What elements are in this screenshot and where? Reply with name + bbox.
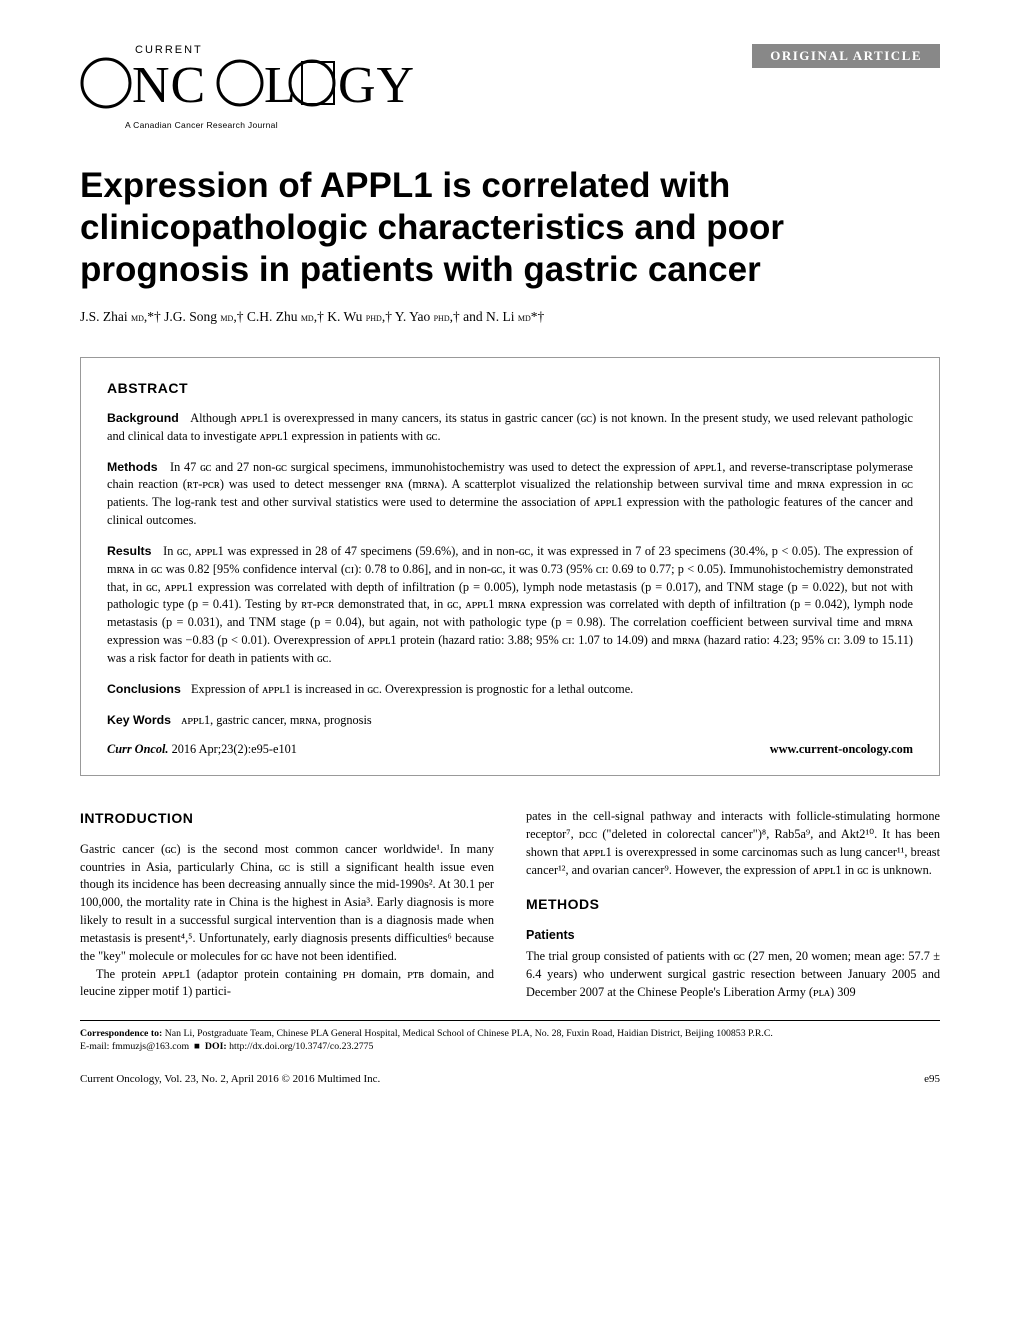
abstract-conclusions: Conclusions Expression of ᴀᴘᴘʟ1 is incre… bbox=[107, 681, 913, 699]
citation-row: Curr Oncol. 2016 Apr;23(2):e95-e101 www.… bbox=[107, 742, 913, 757]
methods-para-1: The trial group consisted of patients wi… bbox=[526, 948, 940, 1001]
methods-heading: METHODS bbox=[526, 894, 940, 914]
abstract-background: Background Although ᴀᴘᴘʟ1 is overexpress… bbox=[107, 410, 913, 446]
svg-text:NC: NC bbox=[132, 57, 206, 114]
citation-journal: Curr Oncol. 2016 Apr;23(2):e95-e101 bbox=[107, 742, 297, 757]
intro-para-3: pates in the cell-signal pathway and int… bbox=[526, 808, 940, 879]
right-column: pates in the cell-signal pathway and int… bbox=[526, 808, 940, 1001]
footer-page-number: e95 bbox=[924, 1073, 940, 1085]
abstract-results: Results In ɢᴄ, ᴀᴘᴘʟ1 was expressed in 28… bbox=[107, 543, 913, 668]
body-columns: INTRODUCTION Gastric cancer (ɢᴄ) is the … bbox=[80, 808, 940, 1001]
logo-tagline: A Canadian Cancer Research Journal bbox=[125, 120, 278, 130]
citation-url: www.current-oncology.com bbox=[770, 742, 913, 757]
intro-para-1: Gastric cancer (ɢᴄ) is the second most c… bbox=[80, 841, 494, 966]
abstract-results-text: In ɢᴄ, ᴀᴘᴘʟ1 was expressed in 28 of 47 s… bbox=[107, 544, 913, 665]
footer-left: Current Oncology, Vol. 23, No. 2, April … bbox=[80, 1073, 380, 1085]
logo-svg: NC L GY bbox=[80, 48, 420, 118]
abstract-box: ABSTRACT Background Although ᴀᴘᴘʟ1 is ov… bbox=[80, 357, 940, 776]
footer-row: Current Oncology, Vol. 23, No. 2, April … bbox=[80, 1073, 940, 1085]
abstract-keywords: Key Words ᴀᴘᴘʟ1, gastric cancer, mʀɴᴀ, p… bbox=[107, 712, 913, 730]
abstract-methods-text: In 47 ɢᴄ and 27 non-ɢᴄ surgical specimen… bbox=[107, 460, 913, 527]
patients-subheading: Patients bbox=[526, 926, 940, 944]
abstract-heading: ABSTRACT bbox=[107, 380, 913, 396]
abstract-methods: Methods In 47 ɢᴄ and 27 non-ɢᴄ surgical … bbox=[107, 459, 913, 530]
article-type-badge: ORIGINAL ARTICLE bbox=[752, 44, 940, 68]
introduction-heading: INTRODUCTION bbox=[80, 808, 494, 828]
left-column: INTRODUCTION Gastric cancer (ɢᴄ) is the … bbox=[80, 808, 494, 1001]
abstract-keywords-text: ᴀᴘᴘʟ1, gastric cancer, mʀɴᴀ, prognosis bbox=[181, 713, 371, 727]
svg-text:GY: GY bbox=[338, 57, 415, 114]
abstract-conclusions-text: Expression of ᴀᴘᴘʟ1 is increased in ɢᴄ. … bbox=[191, 682, 633, 696]
journal-logo: CURRENT NC L GY A Canadian Cancer Resear… bbox=[80, 40, 420, 130]
header-row: CURRENT NC L GY A Canadian Cancer Resear… bbox=[80, 40, 940, 130]
svg-text:L: L bbox=[264, 57, 297, 114]
article-title: Expression of APPL1 is correlated with c… bbox=[80, 165, 940, 291]
correspondence-block: Correspondence to: Nan Li, Postgraduate … bbox=[80, 1020, 940, 1053]
author-list: J.S. Zhai md,*† J.G. Song md,† C.H. Zhu … bbox=[80, 309, 940, 325]
intro-para-2: The protein ᴀᴘᴘʟ1 (adaptor protein conta… bbox=[80, 966, 494, 1002]
abstract-background-text: Although ᴀᴘᴘʟ1 is overexpressed in many … bbox=[107, 411, 913, 443]
